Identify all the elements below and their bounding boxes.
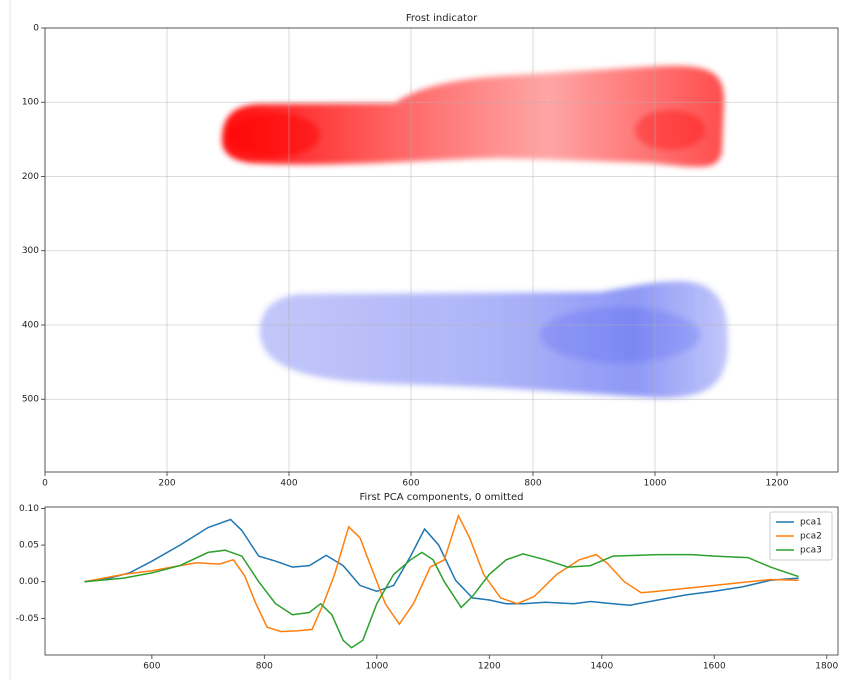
series-line	[84, 518, 799, 606]
legend-label: pca1	[800, 518, 822, 528]
y-tick-label: 0	[33, 24, 39, 34]
chart-title: First PCA components, 0 omitted	[360, 492, 524, 503]
axes-frame	[44, 506, 839, 656]
y-tick-label: 0.10	[19, 504, 39, 514]
y-tick-label: 300	[22, 246, 39, 256]
y-tick-label: 100	[22, 98, 39, 108]
x-tick-label: 1600	[703, 662, 726, 672]
x-tick-label: 1200	[766, 479, 789, 489]
y-tick-label: 200	[22, 172, 39, 182]
blue-patch	[540, 307, 700, 363]
x-tick-label: 1000	[365, 662, 388, 672]
red-patch	[230, 113, 320, 157]
x-tick-label: 400	[280, 479, 297, 489]
legend-label: pca3	[800, 546, 822, 556]
y-tick-label: 400	[22, 320, 39, 330]
axes-frame	[44, 27, 839, 473]
x-tick-label: 200	[158, 479, 175, 489]
y-tick-label: 0.05	[19, 541, 39, 551]
image-content	[222, 65, 728, 398]
x-tick-label: 800	[256, 662, 273, 672]
x-tick-label: 600	[143, 662, 160, 672]
y-tick-label: 0.00	[19, 577, 39, 587]
red-region	[222, 65, 724, 167]
series-line	[84, 549, 799, 649]
x-tick-label: 0	[42, 479, 48, 489]
x-tick-label: 800	[524, 479, 541, 489]
y-tick-label: -0.05	[16, 614, 39, 624]
chart-title: Frost indicator	[406, 13, 478, 24]
x-tick-label: 600	[402, 479, 419, 489]
legend-label: pca2	[800, 532, 822, 542]
legend-box	[769, 511, 833, 561]
series-line	[84, 513, 799, 633]
x-tick-label: 1400	[590, 662, 613, 672]
x-tick-label: 1200	[478, 662, 501, 672]
x-tick-label: 1800	[815, 662, 838, 672]
x-tick-label: 1000	[644, 479, 667, 489]
red-patch	[635, 110, 705, 150]
y-tick-label: 500	[22, 395, 39, 405]
